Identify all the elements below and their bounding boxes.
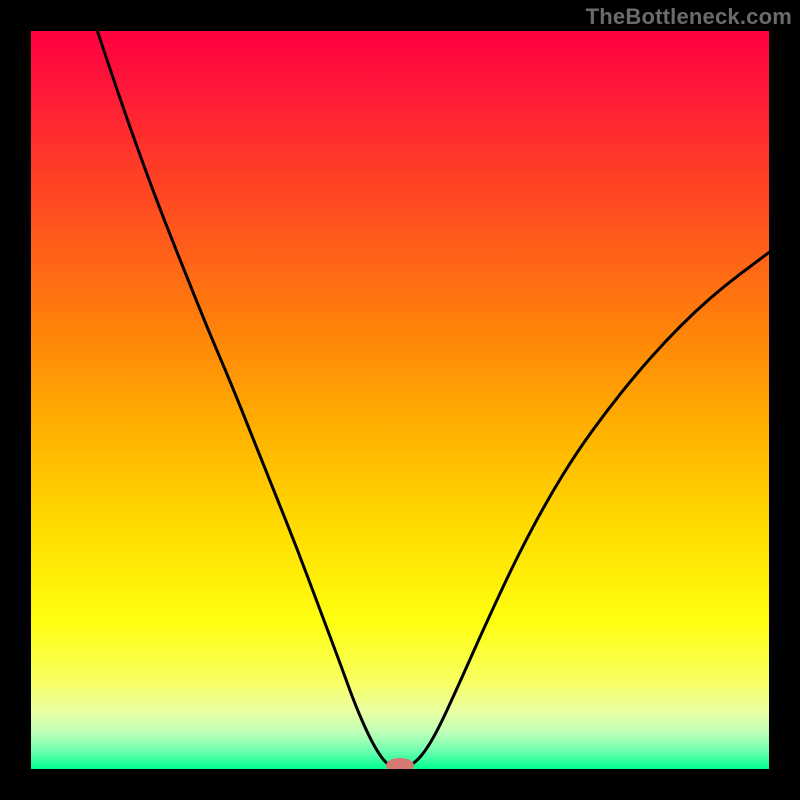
plot-area bbox=[31, 31, 769, 769]
minimum-marker bbox=[386, 758, 414, 769]
curve-right-branch bbox=[411, 252, 769, 765]
bottleneck-curve bbox=[31, 31, 769, 769]
curve-left-branch bbox=[97, 31, 389, 765]
watermark-text: TheBottleneck.com bbox=[586, 4, 792, 30]
chart-container: TheBottleneck.com bbox=[0, 0, 800, 800]
